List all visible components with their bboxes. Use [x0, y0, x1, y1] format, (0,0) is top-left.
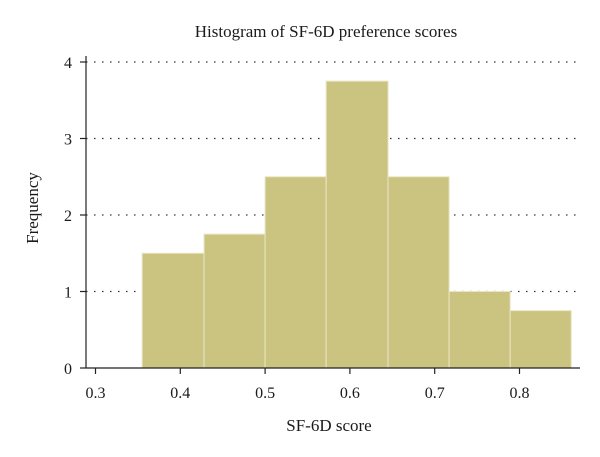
x-axis-label: SF-6D score — [286, 416, 371, 435]
x-axis-ticks: 0.3 0.4 0.5 0.6 0.7 0.8 — [86, 368, 530, 402]
y-tick-label-4: 4 — [64, 55, 72, 72]
x-tick-label-5: 0.8 — [510, 385, 530, 402]
y-tick-label-0: 0 — [64, 361, 72, 378]
histogram-bar-3 — [264, 176, 327, 369]
y-tick-label-3: 3 — [64, 132, 72, 149]
histogram-bar-4 — [325, 80, 389, 369]
x-tick-label-1: 0.4 — [170, 385, 190, 402]
histogram-bar-7 — [509, 310, 572, 369]
bars — [141, 80, 572, 369]
histogram-bar-1 — [141, 252, 205, 369]
y-axis-ticks: 0 1 2 3 4 — [64, 55, 86, 378]
histogram-bar-2 — [203, 233, 266, 369]
histogram-bar-5 — [387, 176, 450, 369]
x-tick-label-3: 0.6 — [340, 385, 360, 402]
y-tick-label-1: 1 — [64, 285, 72, 302]
y-tick-label-2: 2 — [64, 208, 72, 225]
histogram-bar-6 — [448, 291, 511, 369]
x-tick-label-4: 0.7 — [425, 385, 445, 402]
chart-title: Histogram of SF-6D preference scores — [195, 22, 457, 41]
y-axis-label: Frequency — [23, 172, 42, 244]
x-tick-label-2: 0.5 — [255, 385, 275, 402]
x-tick-label-0: 0.3 — [86, 385, 106, 402]
